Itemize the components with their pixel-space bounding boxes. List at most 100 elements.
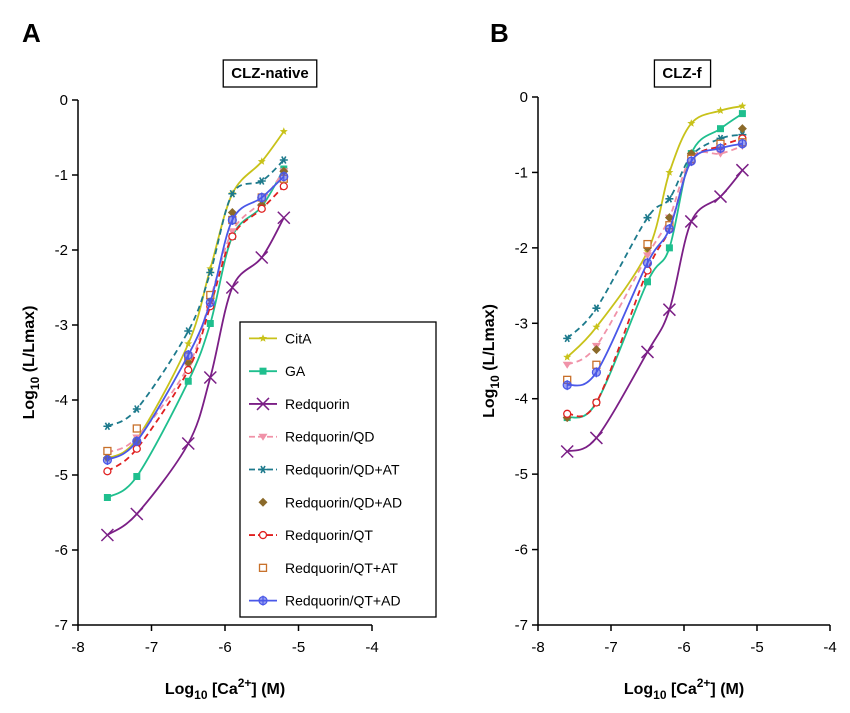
x-tick-label: -6 bbox=[677, 639, 690, 656]
data-point bbox=[640, 345, 655, 359]
series-redquorin-qd-ad bbox=[562, 124, 747, 423]
x-tick-label: -5 bbox=[292, 639, 305, 656]
data-point bbox=[257, 192, 267, 203]
legend-item: Redquorin/QD bbox=[249, 429, 375, 445]
data-point bbox=[738, 110, 746, 118]
data-point bbox=[662, 303, 676, 317]
data-point bbox=[279, 127, 288, 135]
legend-label: Redquorin/QD+AD bbox=[285, 494, 402, 510]
x-tick-label: -7 bbox=[604, 639, 617, 656]
legend-item: Redquorin/QD+AT bbox=[249, 462, 400, 478]
y-tick-label: -2 bbox=[55, 242, 68, 259]
data-point bbox=[716, 106, 725, 114]
x-tick-label: -7 bbox=[145, 639, 158, 656]
data-point bbox=[130, 507, 144, 521]
data-point bbox=[132, 436, 142, 447]
legend-label: Redquorin/QT+AT bbox=[285, 560, 398, 576]
y-tick-label: -4 bbox=[55, 392, 68, 409]
legend: CitA GA Redquorin Redquorin/QD Redquorin/QD+… bbox=[239, 321, 437, 618]
series-redquorin-qt-ad bbox=[102, 171, 289, 465]
data-point bbox=[563, 353, 572, 361]
legend-label: GA bbox=[285, 363, 306, 379]
legend-marker bbox=[258, 595, 268, 606]
data-point bbox=[665, 194, 674, 203]
y-tick-label: -7 bbox=[515, 617, 528, 634]
legend-marker bbox=[259, 367, 267, 375]
data-point bbox=[206, 320, 214, 327]
data-point bbox=[644, 278, 651, 286]
legend-item: GA bbox=[249, 363, 306, 379]
data-point bbox=[591, 367, 602, 378]
data-point bbox=[563, 334, 572, 343]
y-tick-label: -1 bbox=[515, 164, 528, 181]
data-point bbox=[228, 189, 237, 198]
legend-label: Redquorin/QD bbox=[285, 429, 375, 445]
data-point bbox=[227, 215, 237, 225]
data-point bbox=[184, 377, 192, 385]
data-point bbox=[562, 380, 572, 391]
data-point bbox=[183, 350, 193, 360]
x-axis-label: Log10 [Ca2+] (M) bbox=[165, 676, 285, 702]
panel-letter: A bbox=[22, 18, 41, 48]
legend-label: Redquorin/QD+AT bbox=[285, 462, 400, 478]
data-point bbox=[103, 422, 112, 431]
data-point bbox=[203, 370, 217, 385]
data-point bbox=[184, 365, 193, 375]
chart-title: CLZ-native bbox=[231, 65, 309, 82]
chart-title-box bbox=[222, 59, 318, 88]
legend-marker bbox=[256, 397, 270, 411]
data-point bbox=[591, 345, 601, 355]
chart-title-box bbox=[653, 59, 712, 88]
data-point bbox=[279, 156, 288, 164]
data-point bbox=[713, 190, 728, 204]
data-point bbox=[664, 224, 675, 234]
data-point bbox=[735, 163, 749, 177]
data-point bbox=[279, 182, 288, 191]
data-point bbox=[103, 494, 111, 501]
data-point bbox=[257, 204, 266, 213]
x-tick-label: -8 bbox=[531, 639, 544, 656]
y-tick-label: -7 bbox=[55, 617, 68, 634]
legend-label: Redquorin/QT bbox=[285, 527, 373, 543]
data-point bbox=[206, 264, 215, 273]
data-point bbox=[686, 156, 696, 167]
y-tick-label: -5 bbox=[55, 467, 68, 484]
data-point bbox=[103, 467, 112, 476]
data-point bbox=[643, 239, 652, 249]
data-point bbox=[665, 244, 673, 252]
legend-label: CitA bbox=[285, 330, 312, 346]
data-point bbox=[206, 268, 215, 277]
series-redquorin-qt-ad bbox=[562, 138, 748, 391]
y-tick-label: -3 bbox=[55, 317, 68, 334]
series-redquorin-qt bbox=[103, 182, 288, 476]
series-ga bbox=[563, 110, 746, 422]
data-point bbox=[132, 424, 141, 433]
data-point bbox=[643, 213, 652, 222]
data-point bbox=[642, 257, 653, 268]
y-tick-label: 0 bbox=[60, 92, 68, 109]
data-point bbox=[589, 431, 603, 445]
series-redquorin-qd-at bbox=[103, 156, 288, 431]
x-tick-label: -4 bbox=[823, 639, 836, 656]
legend-item: Redquorin/QT+AD bbox=[249, 593, 401, 609]
data-point bbox=[102, 455, 113, 465]
series-line bbox=[566, 169, 744, 453]
legend-label: Redquorin bbox=[285, 396, 350, 412]
chart-title: CLZ-f bbox=[662, 65, 702, 82]
x-tick-label: -5 bbox=[750, 639, 763, 656]
data-point bbox=[257, 177, 266, 185]
legend-item: Redquorin/QD+AD bbox=[258, 494, 402, 510]
data-point bbox=[592, 304, 601, 313]
data-point bbox=[592, 398, 601, 407]
x-axis-label: Log10 [Ca2+] (M) bbox=[624, 676, 744, 702]
data-point bbox=[716, 150, 725, 158]
data-point bbox=[665, 168, 674, 176]
legend-marker bbox=[259, 465, 267, 474]
data-point bbox=[255, 250, 269, 265]
data-point bbox=[133, 473, 141, 480]
data-point bbox=[181, 436, 195, 451]
data-point bbox=[737, 138, 748, 149]
series-redquorin-qd-at bbox=[563, 130, 747, 343]
